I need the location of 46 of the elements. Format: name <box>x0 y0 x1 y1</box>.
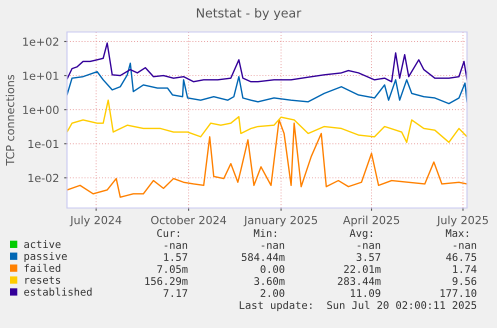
text: 1.57 <box>164 253 188 262</box>
text: 9.56 <box>452 277 476 286</box>
text: Avg: <box>350 229 372 240</box>
text: 3.57 <box>356 253 380 262</box>
line-series <box>67 99 467 144</box>
line-series <box>67 42 467 82</box>
text: 22.01m <box>344 265 381 274</box>
x-tick-label: October 2024 <box>151 216 226 224</box>
x-tick-label: April 2025 <box>343 216 400 226</box>
text: Cur: <box>157 229 180 238</box>
y-tick-label: 1e+02 <box>23 37 58 46</box>
text: 156.29m <box>145 277 188 286</box>
text: 1.74 <box>453 265 477 273</box>
legend-label: passive <box>24 252 67 262</box>
x-tick-label: January 2025 <box>244 216 318 226</box>
y-tick-label: 1e+00 <box>23 106 59 114</box>
text: -nan <box>454 243 476 250</box>
text: 7.05m <box>157 265 188 274</box>
text: -nan <box>358 243 380 250</box>
x-tick-label: July 2025 <box>436 216 488 226</box>
legend-label: resets <box>25 276 60 284</box>
y-tick-label: 1e-01 <box>28 140 58 148</box>
text: 2.00 <box>260 289 284 298</box>
text: 283.44m <box>338 277 381 286</box>
x-tick-label: July 2024 <box>70 216 122 226</box>
legend-label: failed <box>24 264 60 272</box>
y-tick-label: 1e-02 <box>28 174 58 182</box>
text: Max: <box>446 229 468 238</box>
text: 3.60m <box>254 277 285 286</box>
legend-label: established <box>24 288 92 296</box>
y-tick-label: 1e+01 <box>23 72 58 80</box>
text: 46.75 <box>446 253 476 262</box>
text: 584.44m <box>242 253 285 262</box>
text: Last update: Sun Jul 20 02:00:11 2025 <box>240 300 476 312</box>
text: 7.17 <box>164 289 188 297</box>
y-axis-title: TCP connections <box>6 74 14 166</box>
line-series <box>67 62 467 104</box>
text: 11.09 <box>350 289 380 298</box>
text: 0.00 <box>260 265 284 274</box>
text: 177.10 <box>440 289 476 298</box>
text: Min: <box>254 228 276 237</box>
legend-label: active <box>24 240 61 248</box>
text: -nan <box>164 243 188 250</box>
text: -nan <box>262 243 284 250</box>
line-series <box>67 119 467 198</box>
chart-title: Netstat - by year <box>196 8 302 20</box>
